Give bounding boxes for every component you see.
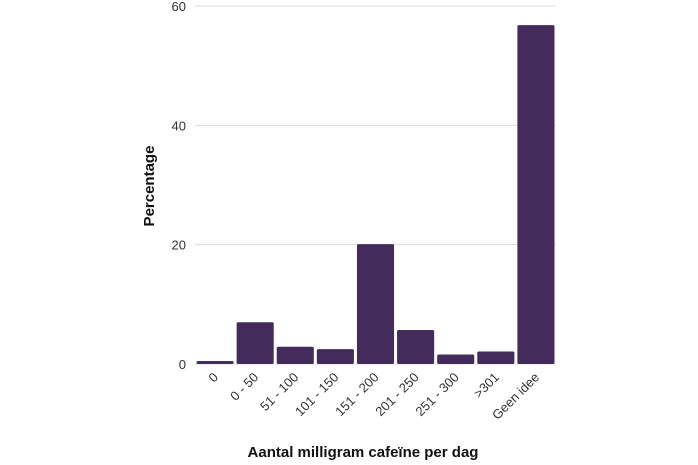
bar-1: [236, 322, 274, 364]
bar-5: [397, 329, 435, 364]
y-tick-label: 60: [172, 0, 186, 14]
bar-0: [196, 361, 234, 364]
bar-4: [356, 244, 395, 364]
bar-3: [316, 349, 354, 364]
bar-2: [276, 346, 314, 364]
x-tick-label: >301: [471, 370, 502, 401]
y-tick-label: 40: [172, 118, 186, 133]
y-tick-label: 0: [179, 357, 186, 372]
x-tick-label: 0 - 50: [227, 370, 261, 404]
x-axis-title: Aantal milligram cafeïne per dag: [248, 444, 479, 461]
bars: [196, 25, 555, 365]
y-tick-labels: 0 20 40 60: [172, 0, 186, 372]
x-tick-label: 0: [205, 370, 221, 386]
bar-7: [477, 351, 515, 364]
bar-8: [517, 25, 555, 365]
y-axis-title: Percentage: [141, 146, 158, 227]
bar-6: [437, 354, 475, 364]
x-tick-label: 251 - 300: [412, 370, 461, 419]
y-tick-label: 20: [172, 238, 186, 253]
